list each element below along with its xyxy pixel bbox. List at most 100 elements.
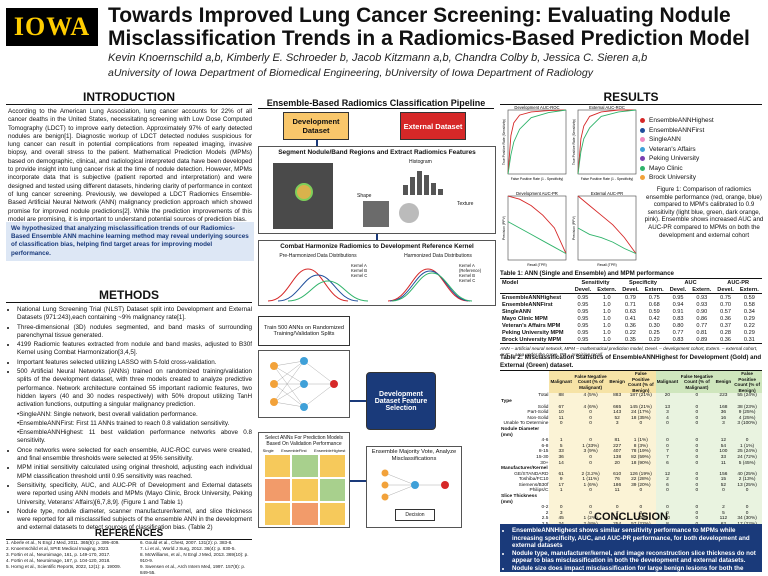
table-cell: 0.81: [696, 329, 708, 336]
table-cell: 24 (72%): [732, 454, 762, 461]
table-cell: 187 (21%): [625, 393, 656, 399]
table-cell: 0.29: [743, 315, 755, 322]
ann-cell: [292, 479, 318, 501]
table-cell: 18 (90%): [625, 460, 656, 467]
table-cell: 0: [732, 488, 762, 495]
histogram-icon: [399, 167, 449, 195]
table-cell: 3: [608, 421, 626, 427]
auc-plots: Development AUC-ROC False Positive Rate (…: [502, 105, 637, 267]
texture-icon: [363, 201, 389, 227]
poster-title: Towards Improved Lung Cancer Screening: …: [108, 4, 758, 50]
table-cell: 0.35: [619, 336, 642, 344]
row-label: 2: [545, 510, 549, 516]
legend-label: EnsembleANNFirst: [649, 126, 705, 134]
table-cell: 0.36: [714, 336, 737, 344]
row-label: Part-Solid: [527, 410, 549, 416]
table-cell: 0.36: [625, 322, 636, 329]
table-row: 0-2 0 0 0 0 0 0 2 0: [500, 505, 762, 511]
combat-panel: Combat Harmonize Radiomics to Developmen…: [258, 240, 496, 306]
table-cell: 168: [714, 404, 733, 411]
table-cell: [549, 494, 573, 506]
table-cell: 0.95: [577, 329, 589, 336]
table-cell: [625, 426, 656, 439]
methods-subitem: •EnsembleANNFirst: First 11 ANNs trained…: [17, 419, 230, 427]
table-cell: [714, 426, 733, 439]
table-cell: 11: [714, 460, 733, 467]
table-cell: [572, 426, 609, 439]
plot-frame: [577, 195, 637, 261]
majority-vote-panel: Ensemble Majority Vote, Analyze Misclass…: [366, 446, 462, 528]
table-cell: 0: [608, 505, 626, 511]
table-cell: 38 (23%): [732, 404, 762, 411]
table-cell: 1.0: [602, 301, 611, 308]
table-subheader: Extern.: [739, 286, 759, 293]
table-cell: 3: [714, 421, 733, 427]
plot-xlabel: Recall (TPR): [597, 263, 616, 267]
table-cell: [679, 398, 715, 405]
legend-label: Veteran's Affairs: [649, 145, 696, 153]
table-cell: 0.83: [666, 336, 690, 344]
table-cell: 0: [655, 488, 680, 495]
table-cell: 36: [714, 410, 733, 416]
series-line: [507, 109, 567, 175]
table-header: [500, 286, 572, 294]
table-cell: 0.68: [648, 301, 660, 308]
kernel-label: Kernel C: [459, 278, 476, 283]
select-ann-title: Select ANNs For Prediction Models Based …: [264, 435, 344, 447]
table-cell: 1: [549, 488, 573, 495]
table-cell: 0: [732, 510, 762, 517]
table-1-caption: Table 1: ANN (Single and Ensemble) and M…: [500, 270, 674, 277]
post-label: Harmonized Data Distributions: [404, 253, 472, 259]
decision-box: Decision: [395, 509, 435, 521]
table-row: GE/STANDARD 61 2 (3.2%) 610 126 (19%) 12 0 156 4…: [500, 471, 762, 478]
table-cell: 52: [608, 415, 626, 422]
table-cell: 0.95: [672, 294, 684, 301]
reference: 1. Aberle et al., N Engl J Med, 2011. 36…: [6, 540, 120, 545]
table-cell: 3: [655, 410, 680, 416]
select-col-label: Single: [262, 448, 274, 453]
table-cell: 14: [549, 460, 573, 467]
table-cell: 610: [608, 471, 626, 478]
row-label: Unable To Determine: [503, 421, 549, 427]
plot-xlabel: False Positive Rate (1 - Specificity): [581, 177, 634, 181]
nodule-mask: [295, 183, 313, 201]
table-cell: 223: [714, 393, 733, 399]
table-cell: 0: [625, 421, 656, 427]
affiliations: aUniversity of Iowa Department of Biomed…: [108, 67, 593, 79]
select-col-label: EnsembleHighest: [313, 448, 346, 453]
row-label: Philips/C: [529, 488, 549, 494]
row-label: 6-8: [541, 443, 549, 449]
table-cell: 0: [679, 477, 715, 483]
ann-cell: [292, 503, 318, 525]
table-cell: 3 (100%): [732, 421, 762, 427]
arrow-connector: [376, 234, 378, 240]
table-cell: 88: [549, 393, 573, 399]
legend-swatch: [640, 146, 645, 152]
table-cell: 0.22: [625, 329, 636, 336]
table-cell: [549, 426, 573, 439]
kernel-legend-post: Kernel A (Reference) Kernel B Kernel C: [459, 263, 495, 283]
conclusion-heading: CONCLUSION: [594, 511, 668, 523]
row-label: Slice Thickness (mm): [501, 494, 537, 505]
table-cell: [655, 398, 680, 405]
table-cell: 15: [714, 477, 733, 483]
table-row: Manufacturer/Kernel: [500, 466, 762, 472]
table-cell: 40 (25%): [732, 471, 762, 478]
table-cell: 22 (28%): [625, 477, 656, 483]
table-cell: 0: [679, 460, 715, 467]
table-cell: 0.37: [720, 322, 731, 329]
table-row: 2.5 45 1 (2%) 447 1 (0%) 10 0 112 34 (30%): [500, 516, 762, 523]
table-subheader: Devel.: [717, 286, 734, 293]
table-cell: 0: [679, 410, 715, 416]
majority-network-icon: [381, 469, 449, 501]
table-cell: 0: [572, 454, 609, 461]
table-cell: 407: [608, 449, 626, 455]
table-row: Solid 67 4 (6%) 665 145 (21%) 13 0 168 38 (23%): [500, 404, 762, 411]
table-cell: 81: [608, 438, 626, 444]
table-header: Malignant: [549, 370, 573, 394]
table-cell: 1.0: [602, 308, 611, 315]
methods-heading: METHODS: [6, 288, 252, 303]
table-cell: 11: [608, 488, 626, 495]
auc-plot: Development AUC-PR Recall (TPR) Precision …: [502, 191, 567, 267]
table-cell: 0: [714, 488, 733, 495]
